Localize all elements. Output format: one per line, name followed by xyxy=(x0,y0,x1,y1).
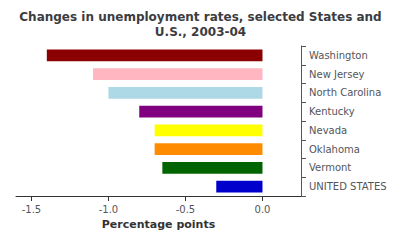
svg-text:North Carolina: North Carolina xyxy=(309,87,381,98)
svg-text:Oklahoma: Oklahoma xyxy=(309,144,360,155)
svg-text:Washington: Washington xyxy=(309,50,368,61)
svg-text:Percentage points: Percentage points xyxy=(102,218,216,231)
svg-text:-1.5: -1.5 xyxy=(22,204,42,215)
svg-text:Nevada: Nevada xyxy=(309,125,347,136)
svg-text:Vermont: Vermont xyxy=(309,162,351,173)
svg-text:Kentucky: Kentucky xyxy=(309,106,355,117)
svg-text:-0.5: -0.5 xyxy=(176,204,196,215)
svg-text:-1.0: -1.0 xyxy=(99,204,119,215)
svg-text:New Jersey: New Jersey xyxy=(309,69,365,80)
svg-text:Changes in unemployment rates,: Changes in unemployment rates, selected … xyxy=(19,10,381,24)
svg-text:UNITED STATES: UNITED STATES xyxy=(309,181,387,192)
svg-text:0.0: 0.0 xyxy=(255,204,271,215)
svg-text:U.S., 2003-04: U.S., 2003-04 xyxy=(155,25,246,39)
